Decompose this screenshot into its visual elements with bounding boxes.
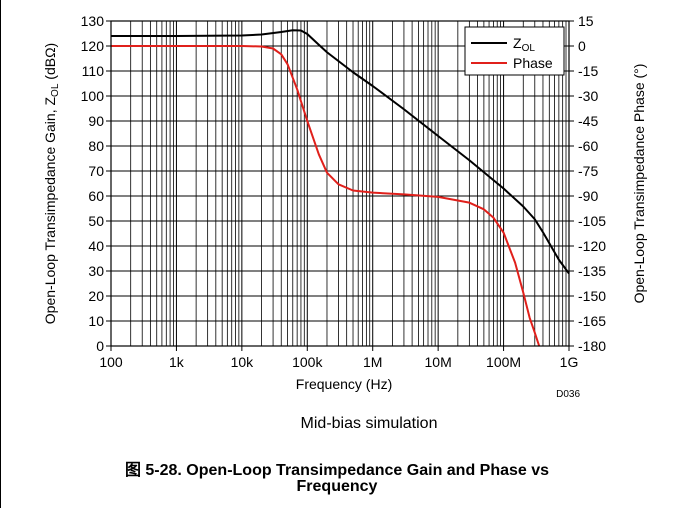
- y-right-tick-label: -135: [578, 263, 606, 279]
- y-right-tick-label: -45: [578, 113, 598, 129]
- y-right-tick-label: -15: [578, 63, 598, 79]
- y-left-tick-label: 80: [88, 138, 104, 154]
- y-left-tick-label: 110: [82, 63, 105, 79]
- y-right-tick-label: -60: [578, 138, 598, 154]
- grid: [110, 20, 570, 347]
- x-tick-label: 100k: [292, 354, 323, 370]
- y-right-axis-label: Open-Loop Transimpedance Phase (°): [631, 64, 647, 304]
- y-left-tick-label: 30: [88, 263, 104, 279]
- legend-label: ZOL: [513, 35, 535, 54]
- series-line-phase: [111, 45, 541, 347]
- x-tick-label: 1M: [363, 354, 382, 370]
- chart-subtitle: Mid-bias simulation: [301, 415, 438, 432]
- x-tick-label: 100M: [486, 354, 521, 370]
- y-left-tick-label: 130: [81, 13, 105, 29]
- y-left-tick-label: 100: [81, 88, 105, 104]
- y-left-tick-label: 10: [88, 313, 104, 329]
- y-right-tick-label: -90: [578, 188, 598, 204]
- y-right-tick-label: 0: [578, 38, 586, 54]
- y-right-tick-label: -105: [578, 213, 606, 229]
- legend-box: [464, 26, 565, 76]
- y-right-tick-label: -75: [578, 163, 598, 179]
- x-tick-label: 100: [99, 354, 123, 370]
- legend-label: Phase: [513, 55, 553, 71]
- x-tick-label: 1G: [560, 354, 579, 370]
- y-left-tick-label: 40: [88, 238, 104, 254]
- y-left-tick-label: 60: [88, 188, 104, 204]
- y-left-tick-label: 20: [88, 288, 104, 304]
- y-left-tick-label: 0: [96, 338, 104, 354]
- x-tick-label: 10M: [425, 354, 452, 370]
- y-left-tick-label: 50: [88, 213, 104, 229]
- y-left-axis-label: Open-Loop Transimpedance Gain, ZOL (dBΩ): [42, 43, 61, 324]
- y-right-tick-label: -120: [578, 238, 606, 254]
- series-line-zol: [111, 29, 570, 275]
- y-left-tick-label: 70: [88, 163, 104, 179]
- x-axis-label: Frequency (Hz): [296, 376, 392, 392]
- y-right-tick-label: -30: [578, 88, 598, 104]
- plot-frame: [110, 20, 570, 347]
- x-tick-label: 10k: [231, 354, 255, 370]
- figure-caption-line2: Frequency: [296, 478, 378, 495]
- y-left-tick-label: 120: [81, 38, 105, 54]
- y-right-tick-label: -150: [578, 288, 606, 304]
- chart-note: D036: [556, 389, 580, 400]
- y-right-tick-label: -165: [578, 313, 606, 329]
- y-right-tick-label: -180: [578, 338, 606, 354]
- figure-caption-line1: 图 5-28. Open-Loop Transimpedance Gain an…: [124, 462, 550, 479]
- y-left-tick-label: 90: [88, 113, 104, 129]
- y-right-tick-label: 15: [578, 13, 594, 29]
- x-tick-label: 1k: [169, 354, 185, 370]
